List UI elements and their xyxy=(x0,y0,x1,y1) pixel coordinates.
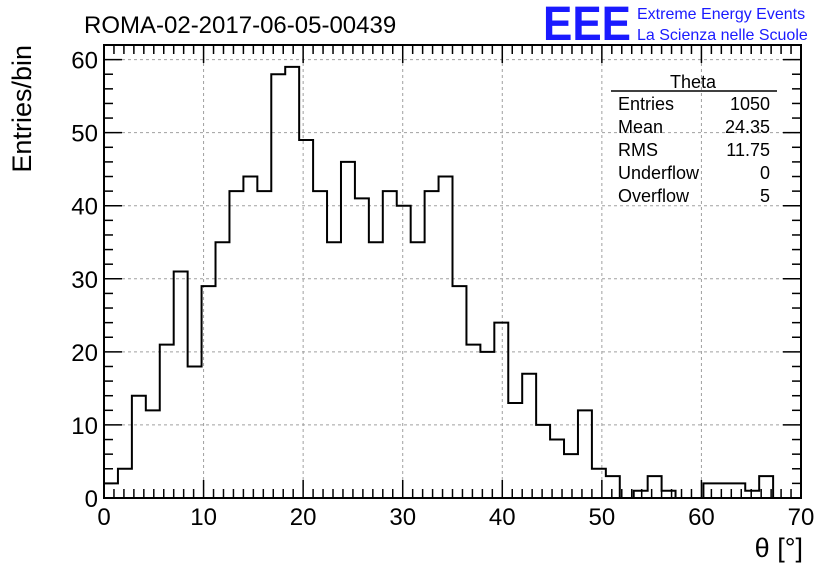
x-tick-label: 10 xyxy=(190,504,217,531)
stats-row-label: Underflow xyxy=(618,163,700,183)
stats-row-label: Entries xyxy=(618,94,674,114)
y-tick-label: 0 xyxy=(85,486,98,513)
stats-row-label: Overflow xyxy=(618,186,690,206)
stats-box-title: Theta xyxy=(670,72,717,92)
stats-row-label: RMS xyxy=(618,140,658,160)
x-tick-label: 20 xyxy=(290,504,317,531)
axis-ticks xyxy=(103,44,802,499)
stats-row-value: 0 xyxy=(760,163,770,183)
logo-mark: EEE xyxy=(543,0,631,51)
chart-title: ROMA-02-2017-06-05-00439 xyxy=(84,12,396,39)
x-tick-label: 70 xyxy=(788,504,815,531)
y-tick-label: 50 xyxy=(71,121,98,148)
y-tick-label: 30 xyxy=(71,267,98,294)
logo-line2: La Scienza nelle Scuole xyxy=(637,27,808,44)
y-tick-label: 40 xyxy=(71,194,98,221)
x-tick-label: 0 xyxy=(97,504,110,531)
stats-box: Theta Entries 1050 Mean 24.35 RMS 11.75 Underf… xyxy=(611,72,777,206)
y-tick-label: 60 xyxy=(71,48,98,75)
stats-row-label: Mean xyxy=(618,117,663,137)
stats-row-value: 5 xyxy=(760,186,770,206)
stats-row-value: 11.75 xyxy=(726,140,770,160)
eee-logo: EEE Extreme Energy Events La Scienza nel… xyxy=(543,0,808,51)
x-tick-label: 50 xyxy=(589,504,616,531)
stats-row-value: 1050 xyxy=(730,94,770,114)
x-tick-label: 60 xyxy=(688,504,715,531)
stats-row-value: 24.35 xyxy=(725,117,770,137)
histogram-line xyxy=(103,65,801,499)
y-tick-label: 20 xyxy=(71,340,98,367)
y-axis-title: Entries/bin xyxy=(7,45,37,173)
histogram-series xyxy=(103,65,801,499)
stats-box-rows: Entries 1050 Mean 24.35 RMS 11.75 Underflow 0 Ov… xyxy=(618,94,770,206)
x-tick-label: 40 xyxy=(489,504,516,531)
y-tick-label: 10 xyxy=(71,413,98,440)
x-tick-label: 30 xyxy=(389,504,416,531)
logo-line1: Extreme Energy Events xyxy=(637,6,805,23)
x-axis-title: θ [°] xyxy=(755,533,803,563)
